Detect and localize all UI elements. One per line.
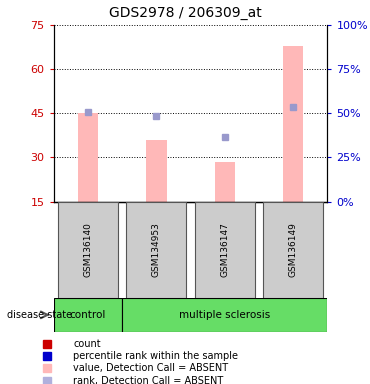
- Text: GSM134953: GSM134953: [152, 222, 161, 277]
- Text: percentile rank within the sample: percentile rank within the sample: [73, 351, 238, 361]
- Text: disease state: disease state: [7, 310, 73, 320]
- Text: value, Detection Call = ABSENT: value, Detection Call = ABSENT: [73, 363, 228, 374]
- Bar: [283, 46, 303, 202]
- Bar: [215, 162, 235, 202]
- Text: rank, Detection Call = ABSENT: rank, Detection Call = ABSENT: [73, 376, 223, 384]
- Text: GSM136147: GSM136147: [220, 222, 229, 277]
- Bar: [126, 202, 186, 298]
- Text: multiple sclerosis: multiple sclerosis: [179, 310, 270, 320]
- Bar: [263, 202, 323, 298]
- Bar: [195, 202, 255, 298]
- Text: control: control: [70, 310, 106, 320]
- Text: GSM136140: GSM136140: [83, 222, 92, 277]
- Bar: [78, 113, 98, 202]
- Text: GDS2978 / 206309_at: GDS2978 / 206309_at: [109, 7, 261, 20]
- Bar: [54, 298, 122, 332]
- Bar: [122, 298, 327, 332]
- Text: GSM136149: GSM136149: [289, 222, 298, 277]
- Text: count: count: [73, 339, 101, 349]
- Bar: [146, 140, 166, 202]
- Bar: [58, 202, 118, 298]
